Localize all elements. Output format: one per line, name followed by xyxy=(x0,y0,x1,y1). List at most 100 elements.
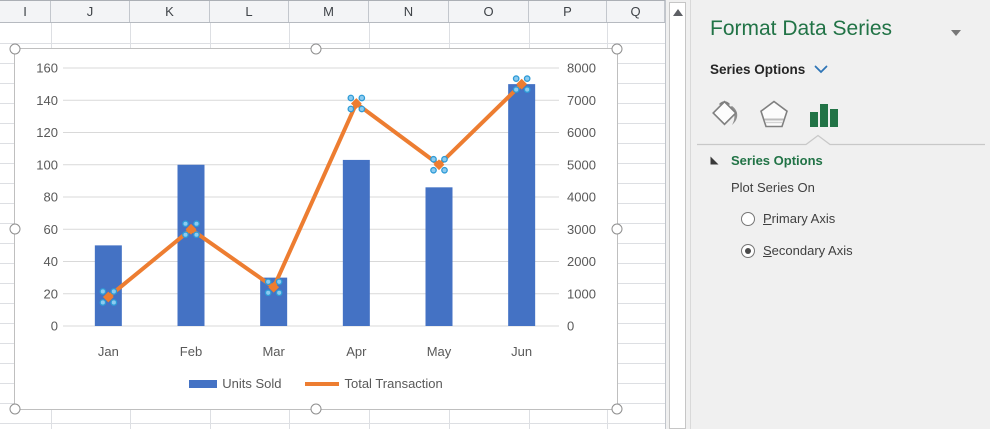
section-header-label: Series Options xyxy=(731,153,823,168)
chart-resize-handle[interactable] xyxy=(9,223,21,235)
svg-text:0: 0 xyxy=(567,319,574,334)
column-header-O[interactable]: O xyxy=(449,1,529,22)
data-point-marker[interactable] xyxy=(433,159,445,171)
chart-object[interactable]: 0 20 40 60 80 100 120 140 160 0 1000 2000 3000 4000 50… xyxy=(9,43,623,415)
right-axis-labels[interactable]: 0 1000 2000 3000 4000 5000 6000 7000 8000 xyxy=(567,61,596,334)
column-header-L[interactable]: L xyxy=(210,1,289,22)
legend-swatch-bar xyxy=(189,379,218,388)
selected-point-dot xyxy=(358,105,366,113)
selected-point-dot xyxy=(523,75,531,82)
selected-point-dot xyxy=(358,94,366,102)
pane-menu-caret-icon[interactable] xyxy=(951,30,961,36)
column-header-M[interactable]: M xyxy=(289,1,369,22)
column-header-Q[interactable]: Q xyxy=(607,1,665,22)
legend-item[interactable]: Total Transaction xyxy=(305,376,443,391)
svg-text:May: May xyxy=(427,344,452,359)
column-header-K[interactable]: K xyxy=(130,1,210,22)
chart-resize-handle[interactable] xyxy=(9,43,21,55)
svg-text:0: 0 xyxy=(51,319,58,334)
data-point-marker[interactable] xyxy=(268,281,280,293)
format-data-series-pane: Format Data Series Series Options xyxy=(690,0,990,429)
svg-text:2000: 2000 xyxy=(567,254,596,269)
selected-point-dot xyxy=(193,220,200,228)
section-series-options[interactable]: Series Options xyxy=(709,153,823,168)
radio-primary-axis[interactable]: Primary Axis xyxy=(741,211,835,226)
plot-series-on-label: Plot Series On xyxy=(731,180,815,195)
selected-point-dot xyxy=(430,155,437,163)
tab-series-options[interactable] xyxy=(803,94,845,136)
svg-text:100: 100 xyxy=(36,157,58,172)
selected-point-dot xyxy=(182,231,189,239)
data-point-marker[interactable] xyxy=(350,98,362,109)
vertical-scrollbar[interactable] xyxy=(666,0,690,429)
chart-resize-handle[interactable] xyxy=(611,43,623,55)
chart-gridlines xyxy=(63,67,559,327)
grid-line xyxy=(0,423,665,424)
selected-point-dot xyxy=(523,86,531,93)
chart-resize-handle[interactable] xyxy=(611,223,623,235)
svg-text:Feb: Feb xyxy=(180,344,202,359)
selected-point-dot xyxy=(512,86,520,93)
radio-circle[interactable] xyxy=(741,211,755,226)
scroll-up-icon[interactable] xyxy=(673,9,683,16)
selected-point-dot xyxy=(347,105,355,113)
column-header-I[interactable]: I xyxy=(0,1,51,22)
selected-point-dot xyxy=(110,299,118,306)
pentagon-icon xyxy=(760,100,788,128)
svg-text:60: 60 xyxy=(44,222,58,237)
chart-resize-handle[interactable] xyxy=(310,43,322,55)
selected-point-dot xyxy=(347,94,355,102)
chart-resize-handle[interactable] xyxy=(9,403,21,415)
column-header-P[interactable]: P xyxy=(529,1,607,22)
tab-effects[interactable] xyxy=(753,94,795,136)
pane-tabs xyxy=(703,94,845,136)
chart-resize-handle[interactable] xyxy=(611,403,623,415)
bar[interactable] xyxy=(342,159,370,326)
selected-point-dot xyxy=(110,288,118,295)
x-axis-labels[interactable]: Jan Feb Mar Apr May Jun xyxy=(98,344,532,359)
tab-fill-line[interactable] xyxy=(703,94,745,136)
left-axis-labels[interactable]: 0 20 40 60 80 100 120 140 160 xyxy=(36,61,58,334)
column-header-J[interactable]: J xyxy=(51,1,130,22)
selected-tab-indicator xyxy=(697,134,985,146)
scrollbar-track[interactable] xyxy=(669,2,686,429)
legend-item[interactable]: Units Sold xyxy=(189,376,281,391)
selected-point-dot xyxy=(512,75,520,82)
collapse-triangle-icon xyxy=(710,156,719,165)
radio-circle[interactable] xyxy=(741,243,755,258)
series-options-dropdown[interactable]: Series Options xyxy=(710,62,828,77)
bar[interactable] xyxy=(425,187,453,326)
grid-line xyxy=(0,43,665,44)
svg-text:140: 140 xyxy=(36,93,58,108)
line-series-total-transaction[interactable] xyxy=(99,75,531,306)
bar-series-units-sold[interactable] xyxy=(94,84,536,326)
radio-secondary-axis[interactable]: Secondary Axis xyxy=(741,243,853,258)
selected-point-dot xyxy=(275,278,283,286)
bar[interactable] xyxy=(508,84,536,326)
chart-plot[interactable]: 0 20 40 60 80 100 120 140 160 0 1000 2000 3000 4000 50… xyxy=(15,49,617,409)
svg-text:8000: 8000 xyxy=(567,61,596,76)
svg-text:4000: 4000 xyxy=(567,190,596,205)
chart-resize-handle[interactable] xyxy=(310,403,322,415)
svg-text:7000: 7000 xyxy=(567,93,596,108)
chevron-down-icon xyxy=(814,65,828,74)
legend-label: Units Sold xyxy=(222,376,282,391)
svg-text:6000: 6000 xyxy=(567,125,596,140)
selected-point-dot xyxy=(441,155,448,163)
data-point-marker[interactable] xyxy=(185,223,197,235)
svg-text:120: 120 xyxy=(36,125,58,140)
svg-text:Mar: Mar xyxy=(262,344,285,359)
selected-point-dot xyxy=(275,289,283,297)
svg-text:80: 80 xyxy=(44,190,58,205)
selected-point-dot xyxy=(264,289,272,297)
column-header-N[interactable]: N xyxy=(369,1,449,22)
bar[interactable] xyxy=(94,245,122,326)
svg-text:160: 160 xyxy=(36,61,58,76)
selected-point-dot xyxy=(99,288,107,295)
bar[interactable] xyxy=(177,164,205,326)
chart-legend[interactable]: Units Sold Total Transaction xyxy=(55,376,577,391)
svg-text:Jun: Jun xyxy=(511,344,532,359)
